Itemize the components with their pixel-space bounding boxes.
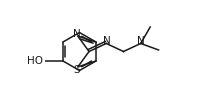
Text: HO: HO xyxy=(27,56,43,66)
Text: N: N xyxy=(103,36,110,46)
Text: N: N xyxy=(73,29,80,39)
Text: S: S xyxy=(73,65,80,75)
Text: N: N xyxy=(137,36,145,46)
